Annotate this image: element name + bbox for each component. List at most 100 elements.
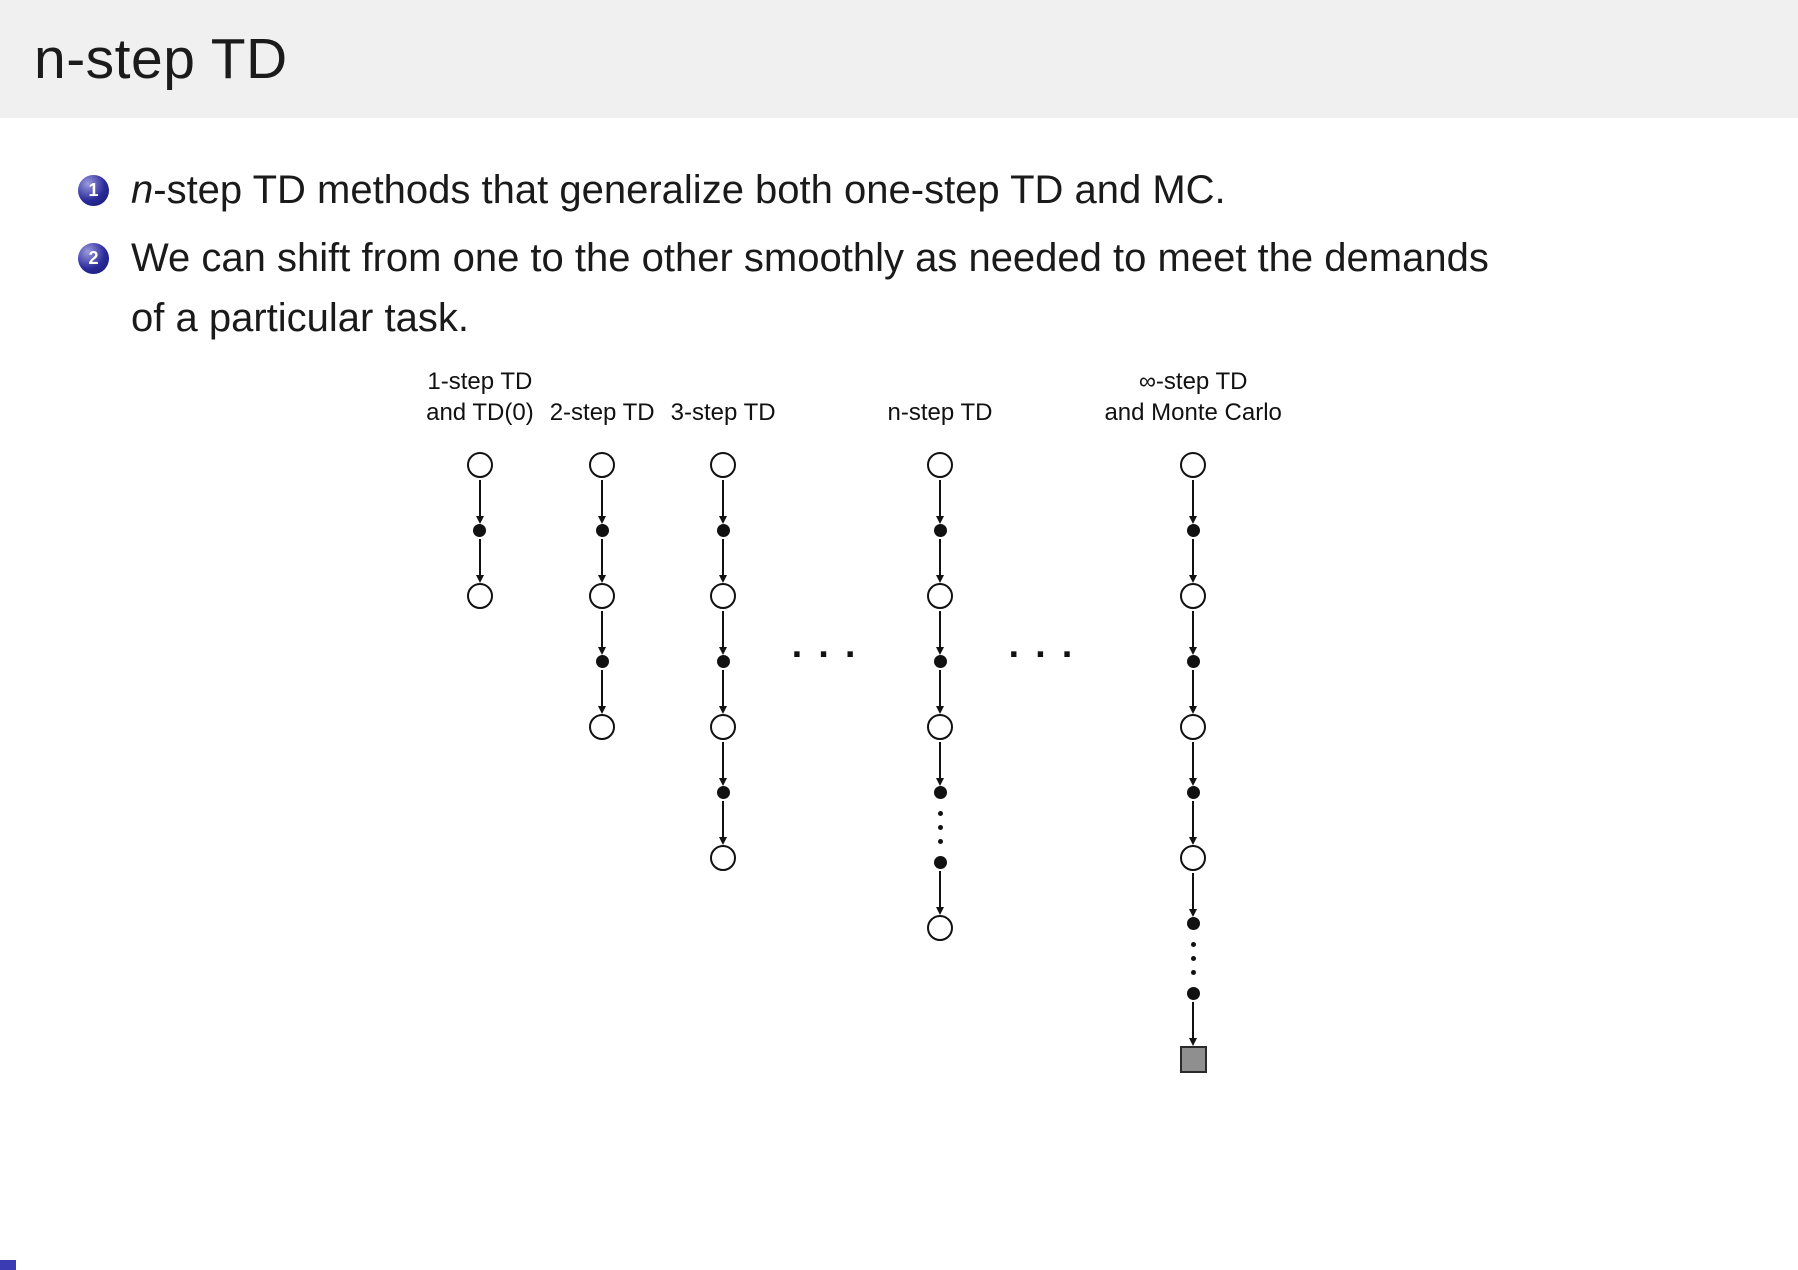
bullet-text-rest: We can shift from one to the other smoot… <box>131 236 1489 340</box>
state-node <box>710 714 737 740</box>
transition-arrow <box>474 478 486 524</box>
transition-arrow <box>596 478 608 524</box>
state-node <box>589 714 616 740</box>
column-label: 1-step TD and TD(0) <box>426 366 534 428</box>
state-node <box>1180 714 1207 740</box>
backup-column: 2-step TD <box>550 366 655 740</box>
action-node <box>933 655 947 668</box>
bullet-text: n-step TD methods that generalize both o… <box>131 160 1226 220</box>
slide-body: 1 n-step TD methods that generalize both… <box>0 160 1798 1073</box>
backup-column: 3-step TD <box>671 366 776 871</box>
transition-arrow <box>1187 799 1199 845</box>
transition-arrow <box>1187 668 1199 714</box>
bullet-item-2: 2 We can shift from one to the other smo… <box>78 228 1798 348</box>
column-label-line: 1-step TD <box>427 368 533 395</box>
state-node <box>466 583 493 609</box>
column-separator-dots: ··· <box>791 634 872 676</box>
column-label-line: and TD(0) <box>426 399 534 426</box>
transition-arrow <box>1187 871 1199 917</box>
transition-arrow <box>596 609 608 655</box>
footer-bar-fragment <box>0 1260 16 1270</box>
action-node <box>1186 524 1200 537</box>
state-node <box>589 452 616 478</box>
transition-arrow <box>934 609 946 655</box>
vertical-ellipsis <box>937 811 943 844</box>
state-node <box>1180 583 1207 609</box>
backup-column: ∞-step TD and Monte Carlo <box>1104 366 1282 1073</box>
bullet-item-1: 1 n-step TD methods that generalize both… <box>78 160 1798 220</box>
terminal-state-node <box>1179 1046 1207 1073</box>
action-node <box>1186 655 1200 668</box>
action-node <box>595 655 609 668</box>
bullet-italic-lead: n <box>131 168 154 212</box>
ellipsis-dot <box>1190 942 1196 947</box>
action-node <box>933 856 947 869</box>
ellipsis-dot <box>937 811 943 816</box>
ellipsis-dot <box>937 839 943 844</box>
transition-arrow <box>934 537 946 583</box>
bullet-number-badge: 1 <box>78 175 109 206</box>
state-node <box>927 452 954 478</box>
action-node <box>595 524 609 537</box>
column-label: 2-step TD <box>550 366 655 428</box>
column-label: ∞-step TD and Monte Carlo <box>1104 366 1281 428</box>
ellipsis-dot <box>1190 970 1196 975</box>
action-node <box>716 786 730 799</box>
column-label-line: 3-step TD <box>670 399 776 426</box>
state-node <box>466 452 493 478</box>
transition-arrow <box>474 537 486 583</box>
transition-arrow <box>717 537 729 583</box>
bullet-number-badge: 2 <box>78 243 109 274</box>
action-node <box>716 655 730 668</box>
state-node <box>1180 845 1207 871</box>
state-node <box>927 714 954 740</box>
vertical-ellipsis <box>1190 942 1196 975</box>
state-node <box>710 452 737 478</box>
action-node <box>1186 917 1200 930</box>
state-node <box>1180 452 1207 478</box>
column-label: 3-step TD <box>671 366 776 428</box>
action-node <box>1186 987 1200 1000</box>
transition-arrow <box>1187 740 1199 786</box>
bullet-text: We can shift from one to the other smoot… <box>131 228 1531 348</box>
action-node <box>1186 786 1200 799</box>
state-node <box>710 583 737 609</box>
bullet-list: 1 n-step TD methods that generalize both… <box>78 160 1798 348</box>
column-separator-dots: ··· <box>1008 634 1089 676</box>
slide-header: n-step TD <box>0 0 1798 118</box>
transition-arrow <box>596 668 608 714</box>
action-node <box>933 786 947 799</box>
action-node <box>473 524 487 537</box>
bullet-text-rest: -step TD methods that generalize both on… <box>153 168 1226 212</box>
transition-arrow <box>1187 478 1199 524</box>
transition-arrow <box>717 740 729 786</box>
transition-arrow <box>934 869 946 915</box>
column-label-line: n-step TD <box>887 399 993 426</box>
slide-title: n-step TD <box>34 27 288 91</box>
transition-arrow <box>717 609 729 655</box>
backup-column: n-step TD <box>888 366 993 941</box>
transition-arrow <box>717 799 729 845</box>
state-node <box>710 845 737 871</box>
column-label-line: 2-step TD <box>549 399 655 426</box>
transition-arrow <box>934 478 946 524</box>
action-node <box>933 524 947 537</box>
column-label-line: ∞-step TD <box>1138 368 1248 395</box>
transition-arrow <box>1187 1000 1199 1046</box>
transition-arrow <box>717 668 729 714</box>
column-label: n-step TD <box>888 366 993 428</box>
action-node <box>716 524 730 537</box>
transition-arrow <box>934 668 946 714</box>
transition-arrow <box>934 740 946 786</box>
backup-diagram: 1-step TD and TD(0) 2-step TD 3-step TD ··· n… <box>0 366 1753 1073</box>
column-label-line: and Monte Carlo <box>1104 399 1282 426</box>
backup-column: 1-step TD and TD(0) <box>426 366 534 609</box>
transition-arrow <box>1187 609 1199 655</box>
state-node <box>927 915 954 941</box>
transition-arrow <box>717 478 729 524</box>
state-node <box>927 583 954 609</box>
ellipsis-dot <box>1190 956 1196 961</box>
state-node <box>589 583 616 609</box>
ellipsis-dot <box>937 825 943 830</box>
transition-arrow <box>596 537 608 583</box>
